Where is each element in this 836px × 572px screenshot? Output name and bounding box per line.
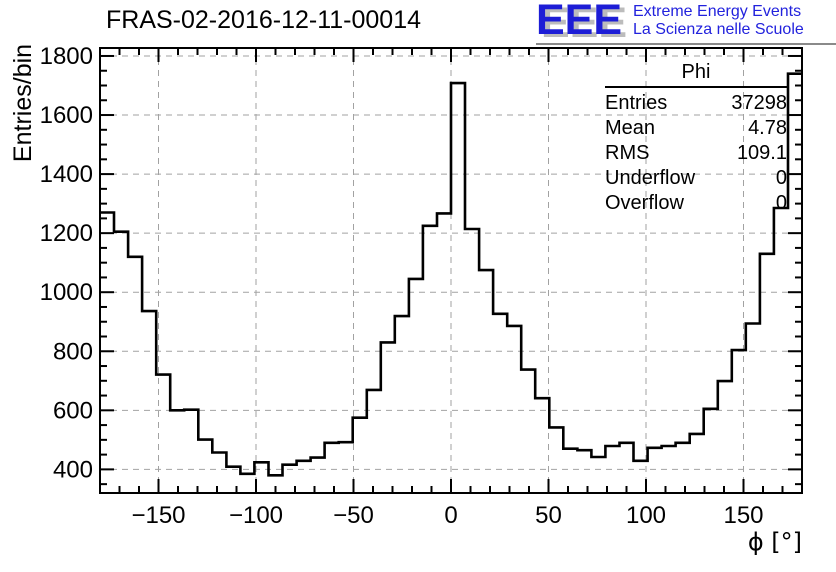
stats-row-entries: Entries 37298 xyxy=(605,91,787,116)
stats-value: 0 xyxy=(775,167,787,189)
svg-text:−150: −150 xyxy=(131,502,185,529)
axis-tick-labels: −150 −100 −50 0 50 100 150 400 600 800 1000 1200 140… xyxy=(40,43,764,529)
tick-layer xyxy=(100,48,802,493)
svg-text:600: 600 xyxy=(53,397,93,424)
svg-text:800: 800 xyxy=(53,338,93,365)
svg-text:1000: 1000 xyxy=(40,279,93,306)
stats-label: Entries xyxy=(605,92,668,114)
stats-value: 37298 xyxy=(731,92,787,114)
svg-text:1600: 1600 xyxy=(40,102,93,129)
stats-row-mean: Mean 4.78 xyxy=(605,116,787,141)
x-axis-title: ϕ [°] xyxy=(747,528,802,556)
svg-text:0: 0 xyxy=(444,502,457,529)
grid-layer xyxy=(100,48,802,493)
stats-box: Phi Entries 37298 Mean 4.78 RMS 109.1 Un… xyxy=(605,61,787,216)
svg-text:100: 100 xyxy=(626,502,666,529)
eee-logo-underline xyxy=(536,43,836,45)
eee-logo-line1: Extreme Energy Events xyxy=(633,3,802,20)
svg-text:1800: 1800 xyxy=(40,43,93,70)
stats-label: Mean xyxy=(605,117,656,139)
stats-label: Overflow xyxy=(605,192,684,214)
stats-row-overflow: Overflow 0 xyxy=(605,191,787,216)
svg-text:−50: −50 xyxy=(333,502,374,529)
stats-value: 109.1 xyxy=(736,142,787,164)
stats-row-rms: RMS 109.1 xyxy=(605,141,787,166)
stats-row-underflow: Underflow 0 xyxy=(605,166,787,191)
svg-text:1200: 1200 xyxy=(40,220,93,247)
svg-text:50: 50 xyxy=(535,502,562,529)
eee-logo-acronym: EEE xyxy=(536,0,623,44)
svg-text:−100: −100 xyxy=(229,502,283,529)
svg-text:150: 150 xyxy=(723,502,763,529)
svg-text:1400: 1400 xyxy=(40,161,93,188)
eee-logo-text: Extreme Energy Events La Scienza nelle S… xyxy=(633,3,804,39)
stats-box-title: Phi xyxy=(681,61,711,83)
eee-logo: EEE Extreme Energy Events La Scienza nel… xyxy=(536,0,836,45)
eee-logo-line2: La Scienza nelle Scuole xyxy=(633,21,804,38)
svg-text:400: 400 xyxy=(53,456,93,483)
stats-label: Underflow xyxy=(605,167,696,189)
plot-title: FRAS-02-2016-12-11-00014 xyxy=(106,6,422,34)
histogram-line xyxy=(100,72,802,477)
stats-value: 0 xyxy=(775,192,787,214)
stats-value: 4.78 xyxy=(748,117,787,139)
stats-label: RMS xyxy=(605,142,650,164)
stats-box-rule xyxy=(605,86,787,88)
y-axis-title: Entries/bin xyxy=(9,43,37,163)
